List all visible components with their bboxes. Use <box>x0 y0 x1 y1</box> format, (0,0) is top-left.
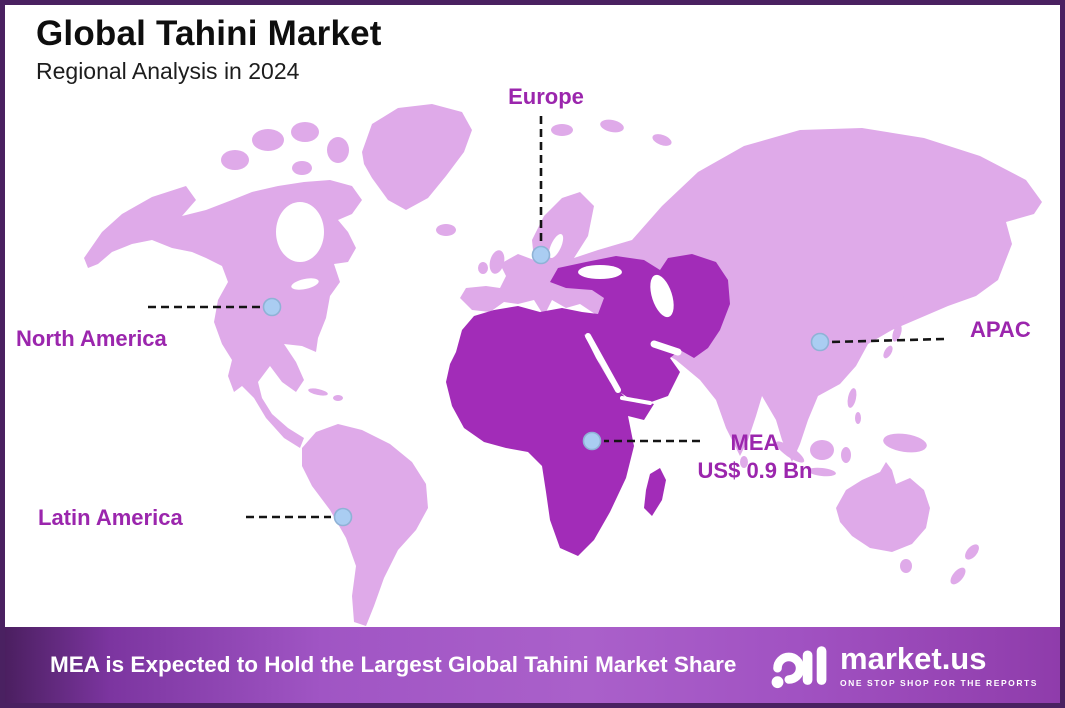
region-label-mea-value: US$ 0.9 Bn <box>697 458 813 483</box>
java-island <box>808 467 836 477</box>
north-america-marker <box>262 297 282 317</box>
region-label-europe: Europe <box>508 84 584 109</box>
japan-island <box>892 324 902 342</box>
gulf-of-aden <box>620 396 652 405</box>
philippines-islands <box>847 388 857 408</box>
sulawesi-island <box>841 447 851 463</box>
caspian-sea <box>650 274 674 318</box>
region-label-mea: MEA US$ 0.9 Bn <box>680 429 830 485</box>
ireland-island <box>478 262 488 274</box>
banner-headline: MEA is Expected to Hold the Largest Glob… <box>50 651 737 677</box>
svalbard-islands <box>551 124 573 136</box>
cuba-island <box>308 388 328 396</box>
marketus-tagline: ONE STOP SHOP FOR THE REPORTS <box>840 677 1038 688</box>
region-label-north-america: North America <box>16 326 167 351</box>
arctic-russia-island <box>600 119 624 133</box>
iceland <box>436 224 456 236</box>
hispaniola-island <box>333 395 343 401</box>
mea-highlighted-region <box>446 254 730 556</box>
region-label-apac: APAC <box>970 317 1031 342</box>
baltic-sea <box>548 234 564 258</box>
borneo-island <box>810 440 834 460</box>
sri-lanka-island <box>740 456 748 468</box>
greenland-landmass <box>362 104 472 210</box>
black-sea <box>578 265 622 279</box>
eurasia-landmass <box>460 128 1042 462</box>
marketus-logo-icon <box>771 646 827 689</box>
latin-america-marker <box>333 507 353 527</box>
philippines-islands <box>855 412 861 424</box>
apac-marker <box>810 332 830 352</box>
marketus-logo: market.us ONE STOP SHOP FOR THE REPORTS <box>770 639 1038 691</box>
new-zealand-island <box>950 567 966 585</box>
footer-banner: MEA is Expected to Hold the Largest Glob… <box>5 627 1060 703</box>
marketus-logo-text: market.us ONE STOP SHOP FOR THE REPORTS <box>840 643 1038 688</box>
region-label-mea-name: MEA <box>730 430 780 455</box>
sakhalin-island <box>903 280 913 304</box>
page-subtitle: Regional Analysis in 2024 <box>36 58 300 85</box>
arctic-island <box>221 150 249 170</box>
region-label-latin-america: Latin America <box>38 505 183 530</box>
arctic-island <box>292 161 312 175</box>
south-america-landmass <box>302 424 428 626</box>
british-isles <box>489 250 505 274</box>
arctic-island <box>291 122 319 142</box>
new-guinea-island <box>883 433 927 453</box>
sumatra-island <box>775 441 805 463</box>
marketus-brand: market.us <box>840 640 987 676</box>
new-zealand-island <box>965 544 979 560</box>
arctic-russia-island <box>652 134 672 146</box>
arctic-island <box>252 129 284 151</box>
header: Global Tahini Market Regional Analysis i… <box>36 14 382 85</box>
page-title: Global Tahini Market <box>36 14 382 53</box>
tasmania-island <box>900 559 912 573</box>
red-sea <box>585 333 621 393</box>
japan-island <box>884 303 896 321</box>
apac-leader-line <box>830 337 945 344</box>
japan-island <box>883 345 893 359</box>
mea-marker <box>582 431 602 451</box>
europe-marker <box>531 245 551 265</box>
persian-gulf <box>650 340 682 356</box>
madagascar-island <box>644 468 666 516</box>
hudson-bay <box>276 202 324 262</box>
great-lakes <box>291 278 319 290</box>
arctic-island <box>327 137 349 163</box>
australia-landmass <box>836 462 930 552</box>
